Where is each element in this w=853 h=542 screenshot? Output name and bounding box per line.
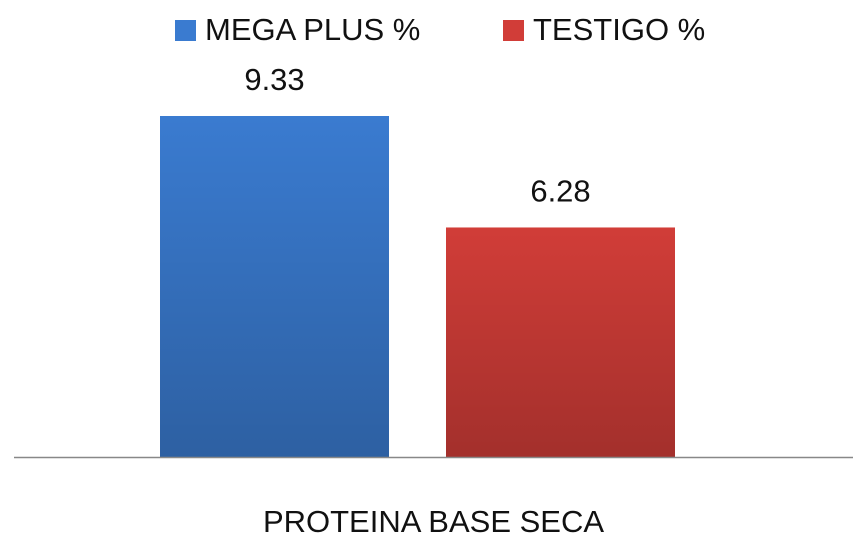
bar-shade xyxy=(160,116,389,457)
bar-shade xyxy=(446,227,675,457)
data-label: 9.33 xyxy=(244,62,304,97)
legend-label: MEGA PLUS % xyxy=(205,12,420,47)
data-label: 6.28 xyxy=(530,174,590,209)
legend-swatch xyxy=(503,20,524,41)
legend-swatch xyxy=(175,20,196,41)
x-tick-label: PROTEINA BASE SECA xyxy=(263,504,604,539)
legend-label: TESTIGO % xyxy=(533,12,705,47)
